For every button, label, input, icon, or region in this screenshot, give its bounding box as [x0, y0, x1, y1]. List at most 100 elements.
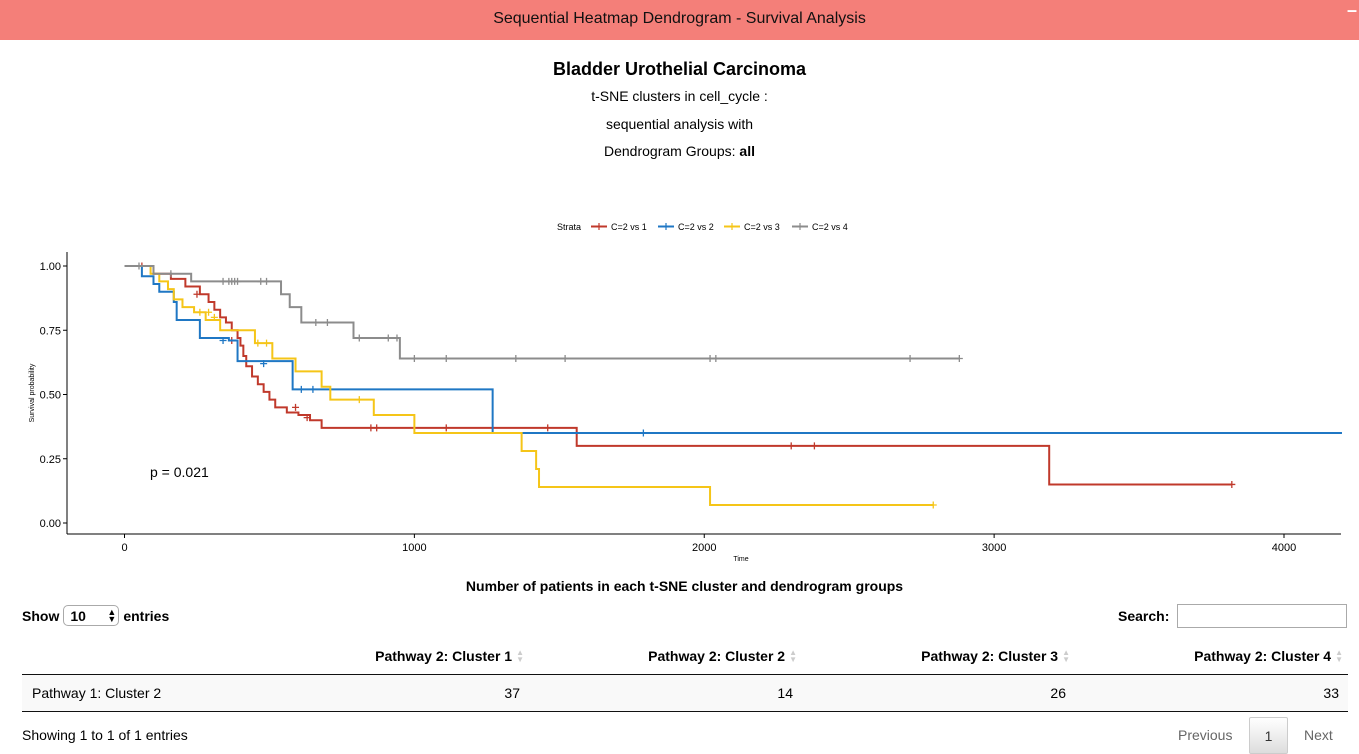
censor-mark [384, 334, 392, 342]
table-row: Pathway 1: Cluster 2 37 14 26 33 [22, 675, 1348, 712]
censor-mark [205, 308, 213, 316]
column-header-label: Pathway 2: Cluster 2 [648, 648, 786, 664]
censor-mark [193, 290, 201, 298]
legend-item-label: C=2 vs 1 [611, 222, 647, 232]
column-header-cluster-1[interactable]: Pathway 2: Cluster 1 ▲ ▼ [375, 648, 524, 664]
censor-mark [929, 501, 937, 509]
search-label: Search: [1118, 608, 1170, 624]
page-length-control: Show 10 ▲ ▼ entries [22, 605, 169, 626]
table-header: Pathway 2: Cluster 1 ▲ ▼ Pathway 2: Clust… [22, 640, 1348, 675]
app-title: Sequential Heatmap Dendrogram - Survival… [493, 10, 866, 27]
page-title: Bladder Urothelial Carcinoma [552, 59, 807, 79]
column-header-label: Pathway 2: Cluster 1 [375, 648, 513, 664]
censor-mark [312, 319, 320, 327]
row-label-cell: Pathway 1: Cluster 2 [32, 685, 162, 701]
censor-mark [210, 313, 218, 321]
show-label: Show [22, 607, 60, 624]
censor-mark [135, 262, 143, 270]
censor-mark [512, 355, 520, 363]
y-tick-label: 0.75 [40, 325, 61, 337]
page-length-value: 10 [70, 607, 86, 624]
y-tick-label: 0.50 [40, 390, 61, 402]
censor-mark [442, 355, 450, 363]
table-info: Showing 1 to 1 of 1 entries [22, 727, 188, 743]
censor-mark [254, 339, 262, 347]
table-cell: 37 [504, 685, 520, 701]
dendrogram-groups-label: Dendrogram Groups: [604, 143, 740, 159]
censor-mark [263, 339, 271, 347]
censor-mark [373, 424, 381, 432]
column-header-label: Pathway 2: Cluster 4 [1194, 648, 1332, 664]
censor-mark [787, 442, 795, 450]
column-header-cluster-3[interactable]: Pathway 2: Cluster 3 ▲ ▼ [921, 648, 1070, 664]
censor-mark [955, 355, 963, 363]
p-value-annotation: p = 0.021 [150, 464, 209, 480]
sort-icon: ▲ ▼ [789, 648, 797, 664]
previous-button[interactable]: Previous [1178, 726, 1233, 743]
table-cell: 33 [1323, 685, 1339, 701]
x-axis-title: Time [733, 556, 748, 563]
censor-mark [442, 424, 450, 432]
entries-label: entries [123, 607, 170, 624]
censor-mark [639, 429, 647, 437]
censor-mark [410, 355, 418, 363]
censor-mark [219, 337, 227, 345]
censor-mark [712, 355, 720, 363]
table-title: Number of patients in each t-SNE cluster… [465, 578, 904, 594]
dendrogram-groups-value: all [739, 143, 755, 159]
search-input[interactable] [1177, 604, 1348, 628]
censor-mark [263, 277, 271, 285]
x-tick-label: 3000 [982, 542, 1006, 554]
x-tick-label: 0 [121, 542, 127, 554]
y-tick-label: 0.25 [40, 454, 61, 466]
censor-mark [544, 424, 552, 432]
subtitle-line-3: Dendrogram Groups: all [0, 143, 1359, 159]
survival-curve [124, 265, 1342, 435]
next-button[interactable]: Next [1304, 726, 1333, 743]
column-header-label: Pathway 2: Cluster 3 [921, 648, 1059, 664]
table-cell: 14 [777, 685, 793, 701]
censor-mark [355, 334, 363, 342]
x-tick-label: 1000 [402, 542, 426, 554]
subtitle-line-1: t-SNE clusters in cell_cycle : [591, 88, 768, 104]
y-tick-label: 1.00 [40, 261, 61, 273]
censor-mark [292, 403, 300, 411]
y-tick-label: 0.00 [40, 518, 61, 530]
censor-mark [297, 385, 305, 393]
censor-mark [906, 355, 914, 363]
censor-mark [355, 396, 363, 404]
column-header-cluster-2[interactable]: Pathway 2: Cluster 2 ▲ ▼ [648, 648, 797, 664]
survival-curve [124, 265, 1232, 486]
subtitle-line-2: sequential analysis with [605, 116, 754, 132]
page-length-select[interactable]: 10 ▲ ▼ [63, 605, 120, 626]
legend-item-label: C=2 vs 3 [744, 222, 780, 232]
survival-chart: 0.00 0.25 0.50 0.75 1.00 0 1000 2000 3000 4000 Tim… [29, 222, 1342, 563]
legend-item-label: C=2 vs 2 [678, 222, 714, 232]
survival-curve [124, 265, 934, 507]
censor-mark [561, 355, 569, 363]
minimize-icon[interactable]: – [1346, 0, 1357, 20]
sort-icon: ▲ ▼ [516, 648, 524, 664]
censor-mark [167, 270, 175, 278]
x-tick-label: 4000 [1272, 542, 1296, 554]
legend-item-label: C=2 vs 4 [812, 222, 848, 232]
page-1-button[interactable]: 1 [1249, 717, 1288, 754]
y-axis-title: Survival probability [29, 363, 36, 422]
x-tick-label: 2000 [692, 542, 716, 554]
table-cell: 26 [1050, 685, 1066, 701]
censor-mark [393, 334, 401, 342]
censor-mark [234, 277, 242, 285]
survival-curve [124, 265, 960, 360]
top-bar: Sequential Heatmap Dendrogram - Survival… [0, 0, 1359, 40]
sort-icon: ▲ ▼ [1335, 648, 1343, 664]
sort-icon: ▲ ▼ [1062, 648, 1070, 664]
column-header-cluster-4[interactable]: Pathway 2: Cluster 4 ▲ ▼ [1194, 648, 1343, 664]
censor-mark [810, 442, 818, 450]
censor-mark [260, 360, 268, 368]
censor-mark [303, 414, 311, 422]
legend-title: Strata [557, 222, 581, 232]
patients-table: Pathway 2: Cluster 1 ▲ ▼ Pathway 2: Clust… [22, 640, 1348, 712]
censor-mark [196, 308, 204, 316]
search-control: Search: [1118, 604, 1348, 628]
censor-mark [309, 385, 317, 393]
